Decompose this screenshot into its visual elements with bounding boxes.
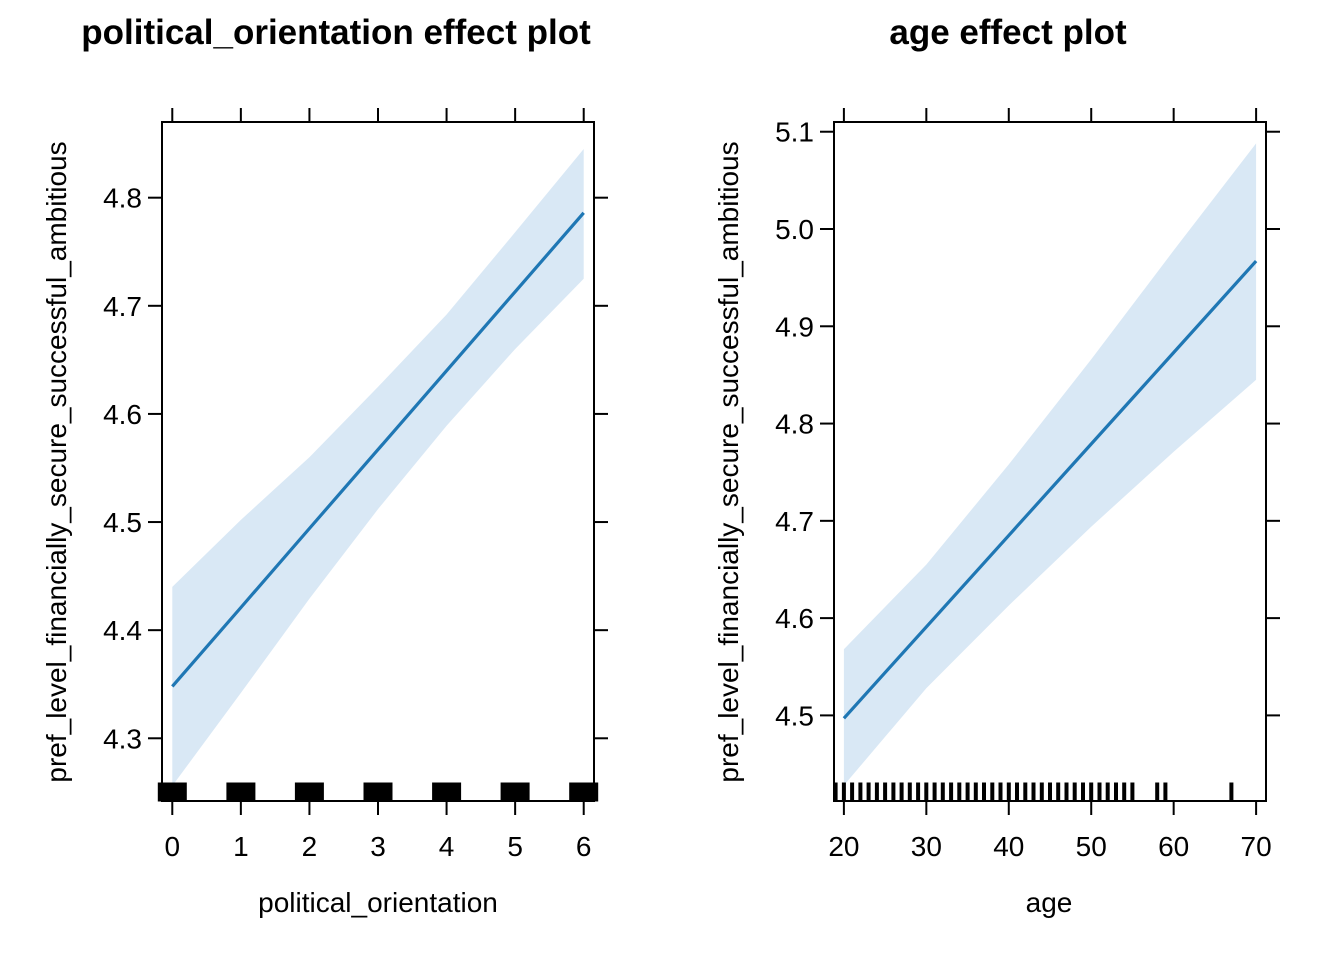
x-tick-label: 60 [1158,831,1189,862]
y-tick-label: 4.6 [103,399,142,430]
rug-mark [1155,782,1160,802]
rug-mark [866,782,871,802]
rug-mark [1048,782,1052,802]
rug [157,782,599,802]
rug-mark [883,782,888,802]
rug-mark [1023,782,1028,802]
chart-title: political_orientation effect plot [81,13,591,52]
y-axis-label: pref_level_financially_secure_successful… [41,141,72,782]
x-tick-label: 30 [911,831,942,862]
fit-line [842,260,1258,720]
rug-mark [932,782,937,802]
y-tick-label: 5.0 [775,214,814,245]
rug-mark [990,782,995,802]
rug-mark [899,782,904,802]
rug-mark [294,782,324,802]
rug-mark [874,782,879,802]
y-tick-label: 4.7 [103,291,142,322]
rug-mark [1081,782,1085,802]
rug-mark [1130,782,1135,802]
y-tick-label: 4.6 [775,603,814,634]
rug-mark [957,782,962,802]
rug-mark [1122,782,1127,802]
rug-mark [940,782,945,802]
rug-mark [982,782,986,802]
x-tick-label: 1 [233,831,249,862]
x-tick-label: 3 [370,831,386,862]
rug-mark [1097,782,1102,802]
rug-mark [1064,782,1069,802]
fit-line [171,211,585,688]
y-tick-label: 4.7 [775,506,814,537]
confidence-band [843,143,1257,786]
rug-mark [1056,782,1061,802]
rug-mark [1229,782,1234,802]
x-tick-label: 0 [164,831,180,862]
x-tick-label: 6 [576,831,592,862]
x-tick-label: 70 [1241,831,1272,862]
y-axis-label: pref_level_financially_secure_successful… [713,141,744,782]
rug [833,782,1234,802]
rug-mark [1039,782,1044,802]
rug-mark [1105,782,1110,802]
plot-frame [833,121,1267,802]
rug-mark [907,782,912,802]
political-orientation-effect-plot: political_orientation effect plot pref_l… [41,13,608,918]
rug-mark [226,782,256,802]
chart-title: age effect plot [889,13,1127,52]
y-tick-label: 5.1 [775,117,814,148]
x-tick-label: 4 [439,831,455,862]
x-axis-label: political_orientation [258,887,498,918]
y-tick-label: 4.5 [775,700,814,731]
rug-mark [1015,782,1019,802]
rug-mark [924,782,929,802]
y-tick-label: 4.4 [103,615,142,646]
x-tick-label: 5 [507,831,523,862]
rug-mark [1114,782,1118,802]
y-tick-label: 4.3 [103,723,142,754]
x-tick-label: 40 [993,831,1024,862]
y-tick-label: 4.8 [103,183,142,214]
rug-mark [949,782,954,802]
rug-mark [1006,782,1011,802]
rug-mark [363,782,393,802]
x-tick-label: 20 [828,831,859,862]
rug-mark [998,782,1003,802]
rug-mark [1089,782,1094,802]
y-tick-label: 4.8 [775,409,814,440]
x-tick-label: 2 [302,831,318,862]
x-tick-label: 50 [1076,831,1107,862]
rug-mark [965,782,970,802]
x-axis-label: age [1026,887,1073,918]
rug-mark [973,782,978,802]
age-effect-plot: age effect plot pref_level_financially_s… [713,13,1280,918]
rug-mark [858,782,863,802]
confidence-band [172,149,584,786]
rug-mark [1072,782,1077,802]
rug-mark [850,782,855,802]
rug-mark [432,782,462,802]
rug-mark [841,782,846,802]
y-tick-label: 4.9 [775,311,814,342]
rug-mark [1163,782,1168,802]
rug-mark [916,782,921,802]
rug-mark [1031,782,1036,802]
rug-mark [500,782,530,802]
y-tick-label: 4.5 [103,507,142,538]
rug-mark [891,782,896,802]
